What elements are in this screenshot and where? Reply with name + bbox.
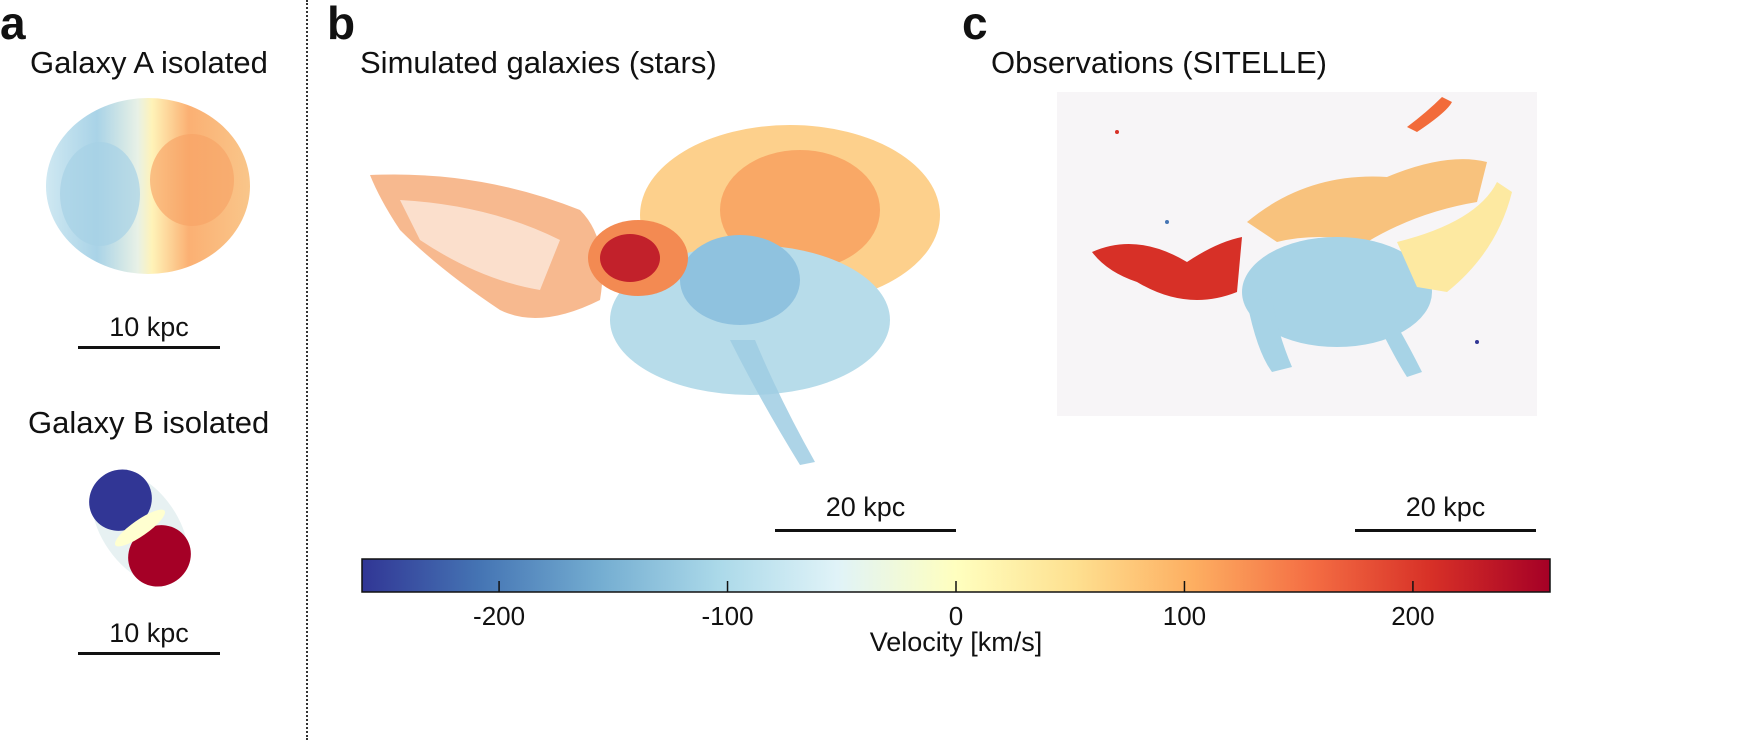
galaxy-a-scale-bar xyxy=(78,346,220,349)
observations-title: Observations (SITELLE) xyxy=(991,45,1327,80)
panel-letter-a: a xyxy=(0,0,26,49)
galaxy-a-title: Galaxy A isolated xyxy=(30,45,268,80)
colorbar-tick-labels: -200 -100 0 100 200 xyxy=(361,602,1551,632)
panel-letter-c: c xyxy=(962,0,988,49)
velocity-colorbar xyxy=(361,558,1551,593)
simulated-galaxies-velocity-map xyxy=(370,125,940,465)
simulated-scale-label: 20 kpc xyxy=(825,492,906,522)
colorbar-tick-label: 0 xyxy=(948,601,964,631)
colorbar-tick-label: -200 xyxy=(473,601,526,631)
galaxy-a-scale-label: 10 kpc xyxy=(109,312,189,342)
colorbar-axis-label: Velocity [km/s] xyxy=(869,627,1043,657)
colorbar-tick-label: 200 xyxy=(1391,601,1435,631)
simulated-scale-bar xyxy=(775,529,956,532)
galaxy-b-scale-bar xyxy=(78,652,220,655)
galaxy-b-title: Galaxy B isolated xyxy=(28,405,270,440)
colorbar-tick-label: 100 xyxy=(1162,601,1207,631)
observations-velocity-map xyxy=(1057,92,1537,416)
observations-scale-label: 20 kpc xyxy=(1405,492,1486,522)
galaxy-b-velocity-map xyxy=(89,469,191,587)
galaxy-a-velocity-map xyxy=(46,98,250,274)
simulated-galaxies-title: Simulated galaxies (stars) xyxy=(360,45,717,80)
panel-divider xyxy=(306,0,308,740)
observations-scale-bar xyxy=(1355,529,1536,532)
galaxy-b-scale-label: 10 kpc xyxy=(109,618,189,648)
colorbar-tick-label: -100 xyxy=(701,601,754,631)
panel-letter-b: b xyxy=(327,0,356,49)
